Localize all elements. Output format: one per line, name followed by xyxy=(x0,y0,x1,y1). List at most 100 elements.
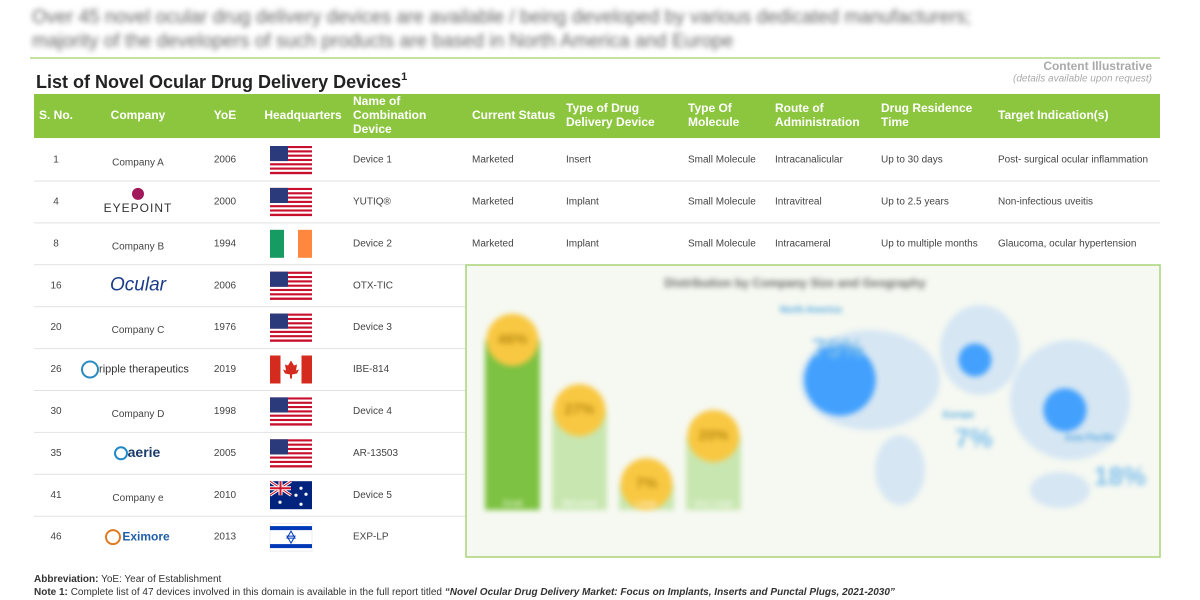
flag-stripe xyxy=(270,456,312,459)
flag-stripe xyxy=(270,295,312,298)
flag xyxy=(270,439,312,468)
flag xyxy=(270,187,312,217)
title-note: 1 xyxy=(401,71,407,83)
flag-stripe xyxy=(270,450,312,453)
flag-stripe xyxy=(270,330,312,334)
flag-stripe xyxy=(270,297,312,300)
flag-stripe xyxy=(270,406,312,409)
company-logo: Eximore xyxy=(122,529,170,543)
cell: Post- surgical ocular inflammation xyxy=(998,155,1148,166)
cell: Marketed xyxy=(472,238,514,249)
column-header: Company xyxy=(111,108,166,122)
flag-stripe xyxy=(270,410,312,413)
flag-star xyxy=(286,530,296,545)
flag-stripe xyxy=(270,291,312,294)
column-header: S. No. xyxy=(39,108,73,122)
flag-stripe xyxy=(270,273,312,277)
flag-cross xyxy=(270,481,291,496)
value-label: 27% xyxy=(564,401,594,418)
flag-stripe xyxy=(270,322,312,325)
flag-stripe xyxy=(270,202,312,206)
abbr: YoE: Year of Establishment xyxy=(101,574,221,585)
logo-icon xyxy=(114,446,128,461)
value-badge xyxy=(486,313,539,366)
cell: Up to 2.5 years xyxy=(881,197,949,208)
cell: IBE-814 xyxy=(353,364,390,375)
flag-stripe xyxy=(270,196,312,199)
region-label: 75% xyxy=(812,333,864,363)
cell: YUTIQ® xyxy=(353,197,392,208)
cell: AR-13503 xyxy=(353,448,398,459)
flag-stripe xyxy=(270,156,312,160)
region-name: Europe xyxy=(943,409,974,419)
flag-stripe xyxy=(270,526,312,531)
company-logo: EYEPOINT xyxy=(104,201,173,215)
flag-stripe xyxy=(270,328,312,332)
flag xyxy=(270,271,312,300)
blurb-line: Over 45 novel ocular drug delivery devic… xyxy=(32,7,971,28)
region-label: 7% xyxy=(955,423,993,453)
cell: 20 xyxy=(50,322,62,333)
cell: Marketed xyxy=(472,155,514,166)
note: Complete list of 47 devices involved in … xyxy=(71,587,442,598)
cell: Intracameral xyxy=(775,238,831,249)
column-header: Name of xyxy=(353,94,401,108)
flag-stripe xyxy=(270,317,312,321)
flag-stripe xyxy=(270,401,312,405)
flag-stripe xyxy=(270,423,312,426)
flag-stripe xyxy=(270,150,312,153)
title-text: List of Novel Ocular Drug Delivery Devic… xyxy=(36,72,401,92)
flag xyxy=(269,522,313,552)
flag-stripe xyxy=(270,211,312,214)
region-name: Asia Pacific xyxy=(1065,432,1116,442)
cell: 30 xyxy=(50,406,62,417)
inset: Distribution by Company Size and Geograp… xyxy=(465,264,1161,558)
region-blob xyxy=(1043,388,1087,432)
note-label: Note 1: xyxy=(34,587,68,598)
flag xyxy=(270,355,312,384)
flag-canton xyxy=(270,146,288,162)
flag xyxy=(269,479,312,510)
flag-stripe xyxy=(270,288,312,292)
flag-star xyxy=(299,502,303,506)
flag-stripe xyxy=(270,408,312,411)
flag-canton xyxy=(270,397,288,413)
flag-stripe xyxy=(270,161,312,164)
cell: 2006 xyxy=(214,280,237,291)
column-header: Delivery Device xyxy=(566,115,655,129)
logo-icon xyxy=(132,187,144,200)
flag-stripe xyxy=(270,454,312,457)
flag-stripe xyxy=(270,271,312,275)
flag-stripe xyxy=(270,293,312,296)
logo-icon xyxy=(81,360,99,379)
flag-stripe xyxy=(270,418,312,422)
cell: Intravitreal xyxy=(775,197,822,208)
category-label: Mid-sized xyxy=(562,499,596,508)
watermark: Content Illustrative xyxy=(1043,59,1152,73)
flag-stripe xyxy=(270,445,312,449)
cell: 2010 xyxy=(214,490,237,501)
cell: Small Molecule xyxy=(688,155,756,166)
flag-stripe xyxy=(270,278,312,281)
value-label: 46% xyxy=(497,331,527,348)
cell: 16 xyxy=(50,280,62,291)
cell: 2013 xyxy=(214,532,237,543)
cell: Glaucoma, ocular hypertension xyxy=(998,238,1136,249)
flag-stripe xyxy=(270,452,312,455)
flag-canton xyxy=(270,271,288,287)
cell: Implant xyxy=(566,197,599,208)
flag-stripe xyxy=(270,194,312,197)
flag-stripe xyxy=(270,190,312,193)
column-header: Route of xyxy=(775,101,825,115)
flag-stripe xyxy=(270,335,312,338)
value-label: 20% xyxy=(698,427,728,444)
flag-stripe xyxy=(270,441,312,444)
flag-stripe xyxy=(270,187,312,191)
flag-stripe xyxy=(270,158,312,162)
cell: Device 4 xyxy=(353,406,392,417)
column-header: Drug Residence xyxy=(881,101,973,115)
cell: 2000 xyxy=(214,197,237,208)
category-label: Very Large xyxy=(694,499,733,508)
cell: Small Molecule xyxy=(688,238,756,249)
